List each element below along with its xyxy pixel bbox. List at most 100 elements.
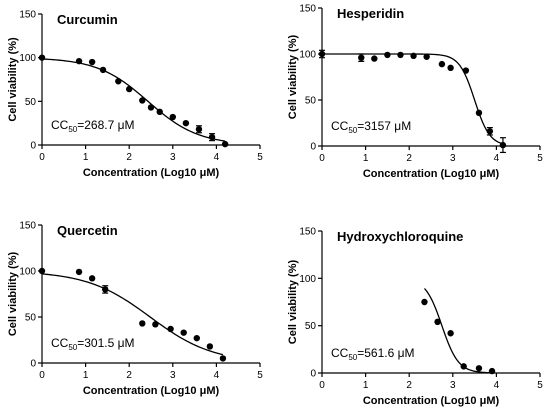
cc50-prefix: CC	[51, 118, 69, 132]
x-tick-label: 4	[214, 152, 220, 163]
y-tick-label: 0	[30, 141, 36, 152]
cc50-annotation: CC50=561.6 μM	[331, 346, 415, 362]
cc50-value: =3157 μM	[357, 119, 411, 133]
x-tick-label: 1	[83, 152, 89, 163]
data-point	[318, 50, 326, 58]
x-tick-label: 5	[257, 152, 263, 163]
data-point	[156, 108, 163, 116]
cc50-subscript: 50	[348, 353, 357, 362]
data-point	[438, 60, 446, 68]
x-tick-label: 2	[126, 152, 132, 163]
x-tick-label: 0	[39, 152, 45, 163]
data-point	[486, 128, 494, 135]
x-tick-label: 3	[450, 153, 456, 164]
y-tick-label: 100	[19, 267, 36, 278]
x-tick-label: 1	[363, 153, 369, 164]
x-tick-label: 5	[257, 370, 263, 381]
data-point	[180, 329, 187, 336]
y-tick-label: 150	[19, 10, 36, 21]
data-point	[434, 318, 441, 326]
data-point	[475, 109, 483, 117]
x-tick-label: 1	[83, 370, 89, 381]
x-tick-label: 2	[406, 153, 412, 164]
y-tick-label: 50	[25, 97, 37, 108]
x-tick-label: 1	[363, 380, 369, 391]
data-point	[115, 78, 122, 85]
y-tick-label: 100	[299, 50, 316, 61]
data-point	[152, 321, 159, 328]
data-point	[88, 58, 96, 66]
data-point	[38, 54, 46, 61]
x-tick-label: 3	[450, 380, 456, 391]
fit-curve	[41, 58, 226, 142]
y-tick-label: 0	[310, 369, 316, 380]
data-point	[358, 54, 365, 61]
y-tick-label: 150	[19, 221, 36, 232]
x-tick-label: 0	[39, 370, 45, 381]
x-tick-label: 2	[126, 370, 132, 381]
data-point	[460, 363, 467, 370]
chart-title: Quercetin	[57, 223, 118, 238]
cc50-subscript: 50	[348, 126, 357, 135]
y-tick-label: 50	[305, 96, 317, 107]
data-point	[423, 53, 430, 60]
y-tick-label: 100	[299, 274, 316, 285]
fit-curve	[41, 273, 224, 356]
data-point	[206, 343, 214, 350]
cc50-value: =268.7 μM	[77, 118, 134, 132]
y-tick-label: 0	[310, 142, 316, 153]
x-tick-label: 0	[319, 153, 325, 164]
cc50-subscript: 50	[68, 343, 77, 352]
cc50-annotation: CC50=268.7 μM	[51, 118, 135, 134]
data-point	[219, 355, 227, 362]
x-tick-label: 4	[494, 380, 500, 391]
data-point	[147, 104, 155, 111]
x-axis-label: Concentration (Log10 μM)	[83, 167, 220, 179]
y-axis-label: Cell viability (%)	[7, 251, 19, 336]
chart-title: Curcumin	[57, 12, 118, 27]
data-point	[38, 267, 46, 275]
data-point	[421, 298, 428, 306]
cc50-subscript: 50	[68, 125, 77, 134]
chart-title: Hesperidin	[337, 6, 404, 21]
data-point	[195, 126, 203, 133]
data-point	[182, 119, 190, 127]
data-point	[139, 97, 146, 104]
data-point	[488, 367, 496, 375]
data-point	[447, 64, 454, 72]
cc50-prefix: CC	[51, 336, 69, 350]
data-point	[447, 330, 454, 337]
data-point	[99, 66, 107, 74]
y-tick-label: 150	[299, 4, 316, 15]
chart-title: Hydroxychloroquine	[337, 229, 463, 244]
x-axis-label: Concentration (Log10 μM)	[83, 385, 220, 397]
y-tick-label: 150	[299, 227, 316, 238]
data-point	[75, 57, 83, 65]
data-point	[221, 140, 229, 148]
data-point	[75, 268, 83, 276]
data-point	[193, 334, 200, 342]
data-point	[384, 51, 391, 59]
data-point	[88, 275, 96, 282]
data-point	[167, 325, 174, 333]
data-point	[397, 51, 404, 59]
x-tick-label: 4	[214, 370, 220, 381]
y-axis-label: Cell viability (%)	[7, 37, 19, 122]
x-tick-label: 5	[537, 153, 543, 164]
data-point	[169, 113, 176, 121]
cc50-value: =301.5 μM	[77, 336, 134, 350]
x-tick-label: 3	[170, 152, 176, 163]
y-tick-label: 50	[25, 313, 37, 324]
y-tick-label: 50	[305, 321, 317, 332]
x-tick-label: 5	[537, 380, 543, 391]
x-axis-label: Concentration (Log10 μM)	[363, 395, 500, 407]
cc50-prefix: CC	[331, 346, 349, 360]
y-tick-label: 100	[19, 53, 36, 64]
x-tick-label: 4	[494, 153, 500, 164]
cc50-value: =561.6 μM	[357, 346, 414, 360]
